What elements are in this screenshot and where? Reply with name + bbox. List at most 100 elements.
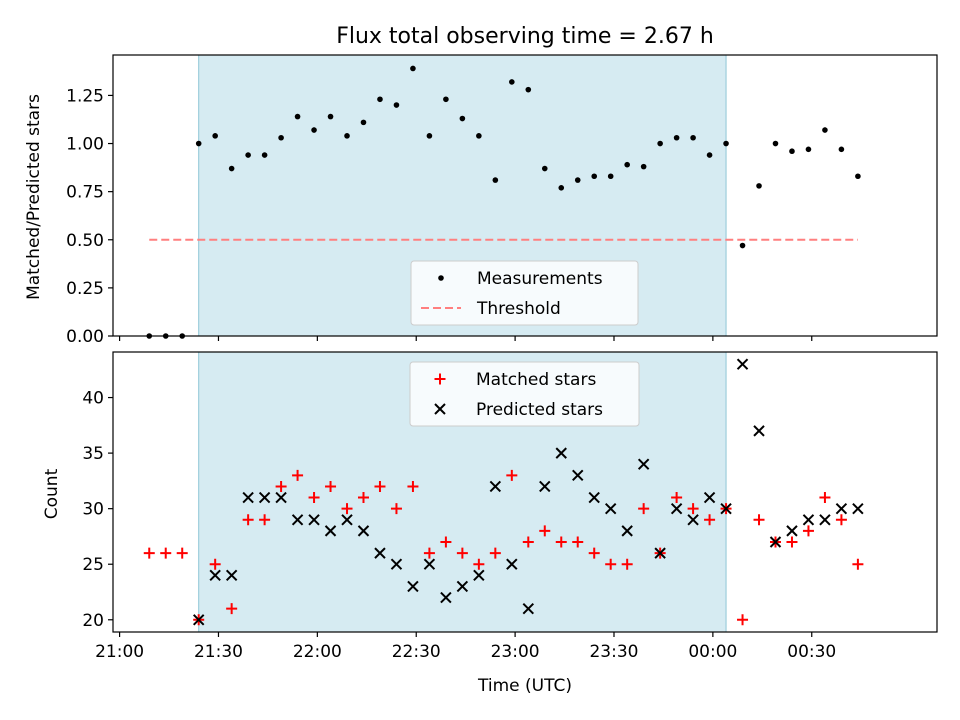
data-point [819,492,831,504]
y-tick-label: 25 [82,555,104,575]
data-point [374,480,386,492]
data-point [143,547,155,559]
data-point [789,148,795,155]
data-point [292,469,304,481]
data-point [440,536,452,548]
data-point [212,133,218,139]
data-point [327,113,334,120]
data-point [541,165,548,172]
data-point [259,514,271,526]
data-point [572,469,584,482]
top-panel: 0.00 0.25 0.50 0.75 1.00 1.25 Measurements Thre… [66,54,938,347]
legend-marker [438,275,444,281]
data-point [624,161,630,168]
y-tick-label: 0.00 [66,327,104,347]
data-point [407,480,419,492]
data-point [209,569,221,582]
data-point [390,503,402,515]
data-point [489,480,502,493]
data-point [852,558,864,570]
data-point [275,491,287,504]
x-tick-label: 00:00 [688,642,737,662]
data-point [687,503,699,515]
y-tick-label: 1.00 [66,135,104,155]
y-tick-label: 35 [82,444,104,464]
y-tick-label: 1.25 [66,86,104,106]
data-point [476,133,482,139]
data-point [539,525,551,537]
data-point [604,502,617,515]
x-tick-label: 21:30 [194,642,243,662]
data-point [786,536,798,548]
data-point [291,514,304,526]
legend-label: Matched stars [476,370,596,390]
data-point [637,458,650,470]
data-point [294,113,301,120]
data-point [720,502,732,515]
data-point [591,173,598,180]
data-point [822,127,828,133]
data-point [769,536,782,548]
data-point [357,492,369,504]
data-point [473,558,485,570]
data-point [736,358,749,370]
bottom-panel: 20 25 30 35 40 21:00 21:30 22:00 22:30 23:00 23:30… [82,351,938,662]
data-point [802,525,814,537]
data-point [855,173,861,180]
data-point [492,177,499,183]
data-point [393,102,400,108]
data-point [192,614,205,626]
data-point [195,140,202,147]
data-point [407,580,419,593]
data-point [654,547,666,559]
x-tick-label: 22:30 [392,642,441,662]
x-tick-label: 23:00 [491,642,540,662]
x-tick-label: 21:00 [95,642,144,662]
y-tick-label: 30 [82,500,104,520]
data-point [539,480,551,493]
x-axis-label: Time (UTC) [477,676,572,696]
legend-marker [434,373,446,385]
y-tick-label: 0.25 [66,279,104,299]
y-tick-label: 40 [82,389,104,409]
data-point [209,558,221,570]
data-point [440,591,452,604]
data-point [522,602,535,615]
data-point [390,558,403,570]
data-point [588,491,600,504]
data-point [426,133,433,139]
data-point [525,86,532,93]
data-point [605,558,617,570]
data-point [377,96,383,103]
data-point [835,502,848,515]
data-point [374,547,386,559]
data-point [473,569,485,582]
data-point [311,127,317,133]
data-point [456,547,468,559]
data-point [555,536,567,548]
data-point [242,491,254,504]
data-point [261,152,268,158]
data-point [456,580,469,593]
data-point [671,492,683,504]
data-point [786,525,798,537]
data-point [522,536,534,548]
data-point [739,242,746,249]
data-point [673,134,680,141]
data-point [638,503,650,515]
data-point [278,134,284,141]
top-y-axis-label: Matched/Predicted stars [24,94,44,300]
data-point [176,547,188,559]
data-point [690,134,696,141]
data-point [607,173,614,180]
legend-label: Threshold [476,299,561,319]
data-point [753,514,765,526]
data-point [737,614,749,626]
data-point [506,558,518,570]
bottom-y-axis-label: Count [42,468,62,519]
data-point [819,514,831,526]
data-point [360,119,367,126]
legend-box [410,260,639,326]
data-point [621,525,633,537]
data-point [225,569,238,582]
